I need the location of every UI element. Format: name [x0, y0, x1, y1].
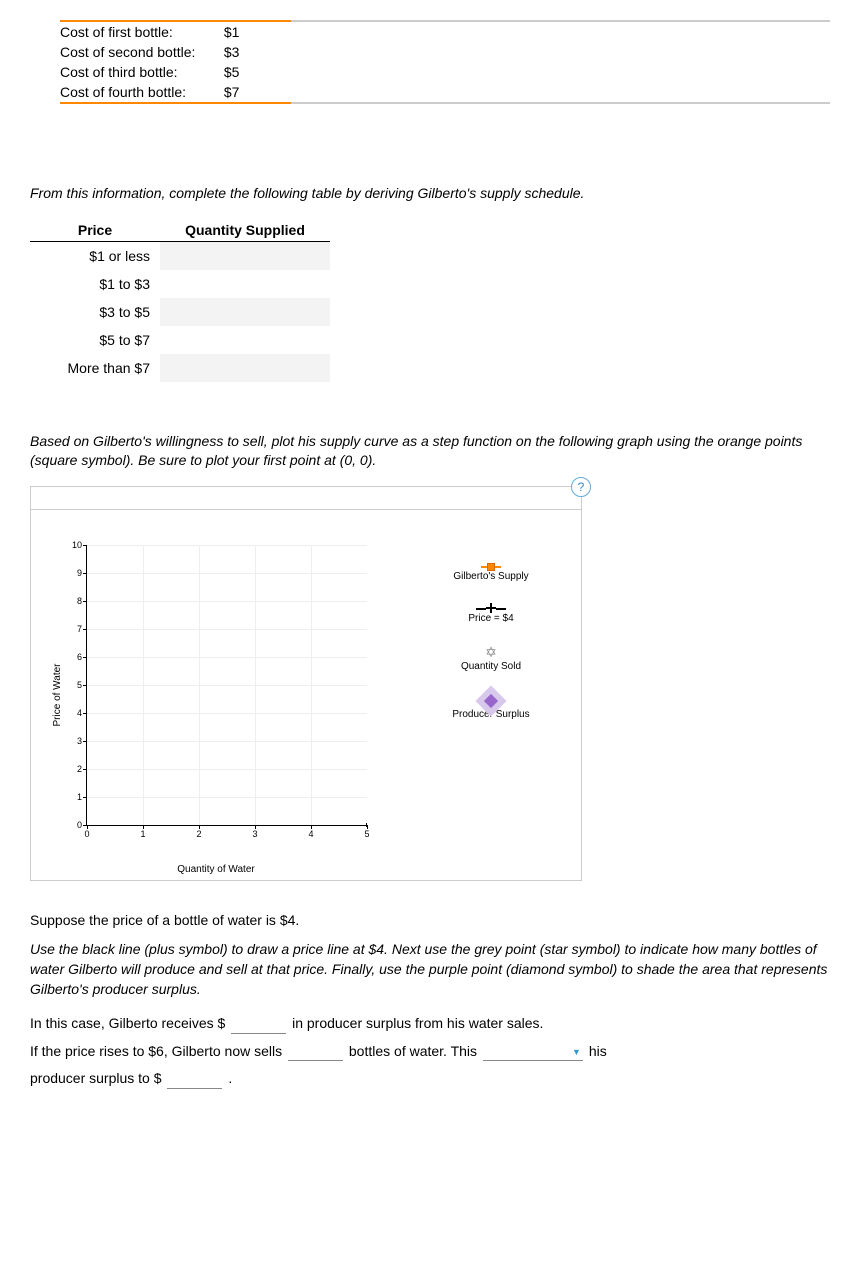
- price-tier: $5 to $7: [30, 326, 160, 354]
- x-axis-label: Quantity of Water: [177, 864, 254, 875]
- supply-header-price: Price: [30, 219, 160, 242]
- x-tick: 3: [252, 829, 257, 839]
- star-icon: ✡: [411, 644, 571, 661]
- x-tick: 0: [84, 829, 89, 839]
- surplus-input[interactable]: [231, 1017, 286, 1034]
- y-tick: 4: [67, 708, 82, 718]
- y-tick: 8: [67, 596, 82, 606]
- y-tick: 7: [67, 624, 82, 634]
- cost-label: Cost of fourth bottle:: [60, 84, 220, 100]
- price-tier: $3 to $5: [30, 298, 160, 326]
- qty-input[interactable]: [160, 241, 330, 270]
- plot-area[interactable]: 012345012345678910: [86, 545, 367, 826]
- plus-icon: [476, 608, 506, 610]
- x-tick: 4: [308, 829, 313, 839]
- qty-input[interactable]: [160, 270, 330, 298]
- supply-table: Price Quantity Supplied $1 or less $1 to…: [30, 219, 330, 382]
- price-tier: $1 to $3: [30, 270, 160, 298]
- cost-value: $5: [224, 64, 240, 80]
- cost-label: Cost of second bottle:: [60, 44, 220, 60]
- legend-surplus[interactable]: Producer Surplus: [411, 692, 571, 720]
- diamond-icon: [484, 694, 498, 708]
- price-tier: More than $7: [30, 354, 160, 382]
- price-rise-sentence: If the price rises to $6, Gilberto now s…: [30, 1042, 830, 1062]
- qty-input[interactable]: [160, 354, 330, 382]
- surplus-change-sentence: producer surplus to $ .: [30, 1069, 830, 1089]
- legend-supply[interactable]: Gilberto's Supply: [411, 560, 571, 582]
- y-tick: 3: [67, 736, 82, 746]
- cost-row: Cost of second bottle: $3: [60, 42, 830, 62]
- help-icon[interactable]: ?: [571, 477, 591, 497]
- producer-surplus-sentence: In this case, Gilberto receives $ in pro…: [30, 1014, 830, 1034]
- price-tier: $1 or less: [30, 241, 160, 270]
- graph-widget: ? Price of Water Quantity of Water 01234…: [30, 486, 582, 881]
- instruction-plot: Based on Gilberto's willingness to sell,…: [30, 432, 830, 471]
- legend-price[interactable]: Price = $4: [411, 602, 571, 624]
- cost-row: Cost of first bottle: $1: [60, 22, 830, 42]
- legend-label: Price = $4: [411, 613, 571, 624]
- suppose-text: Suppose the price of a bottle of water i…: [30, 911, 830, 931]
- instruction-price-line: Use the black line (plus symbol) to draw…: [30, 940, 830, 999]
- instruction-supply-schedule: From this information, complete the foll…: [30, 184, 830, 204]
- y-tick: 10: [67, 540, 82, 550]
- cost-value: $1: [224, 24, 240, 40]
- legend: Gilberto's Supply Price = $4 ✡ Quantity …: [401, 510, 581, 880]
- x-tick: 5: [364, 829, 369, 839]
- legend-label: Gilberto's Supply: [411, 571, 571, 582]
- x-tick: 2: [196, 829, 201, 839]
- supply-header-qty: Quantity Supplied: [160, 219, 330, 242]
- chart-area[interactable]: Price of Water Quantity of Water 0123450…: [31, 510, 401, 880]
- cost-label: Cost of first bottle:: [60, 24, 220, 40]
- legend-qty[interactable]: ✡ Quantity Sold: [411, 644, 571, 672]
- y-tick: 9: [67, 568, 82, 578]
- qty-input[interactable]: [160, 326, 330, 354]
- cost-table: Cost of first bottle: $1 Cost of second …: [60, 20, 830, 104]
- cost-value: $7: [224, 84, 240, 100]
- new-surplus-input[interactable]: [167, 1072, 222, 1089]
- cost-row: Cost of third bottle: $5: [60, 62, 830, 82]
- y-tick: 0: [67, 820, 82, 830]
- y-tick: 5: [67, 680, 82, 690]
- change-direction-dropdown[interactable]: [483, 1044, 583, 1061]
- bottles-input[interactable]: [288, 1044, 343, 1061]
- cost-value: $3: [224, 44, 240, 60]
- cost-label: Cost of third bottle:: [60, 64, 220, 80]
- x-tick: 1: [140, 829, 145, 839]
- y-axis-label: Price of Water: [52, 663, 63, 726]
- legend-label: Producer Surplus: [411, 709, 571, 720]
- y-tick: 6: [67, 652, 82, 662]
- qty-input[interactable]: [160, 298, 330, 326]
- y-tick: 1: [67, 792, 82, 802]
- cost-row: Cost of fourth bottle: $7: [60, 82, 830, 102]
- graph-toolbar: ?: [31, 487, 581, 510]
- y-tick: 2: [67, 764, 82, 774]
- square-icon: [481, 566, 501, 568]
- legend-label: Quantity Sold: [411, 661, 571, 672]
